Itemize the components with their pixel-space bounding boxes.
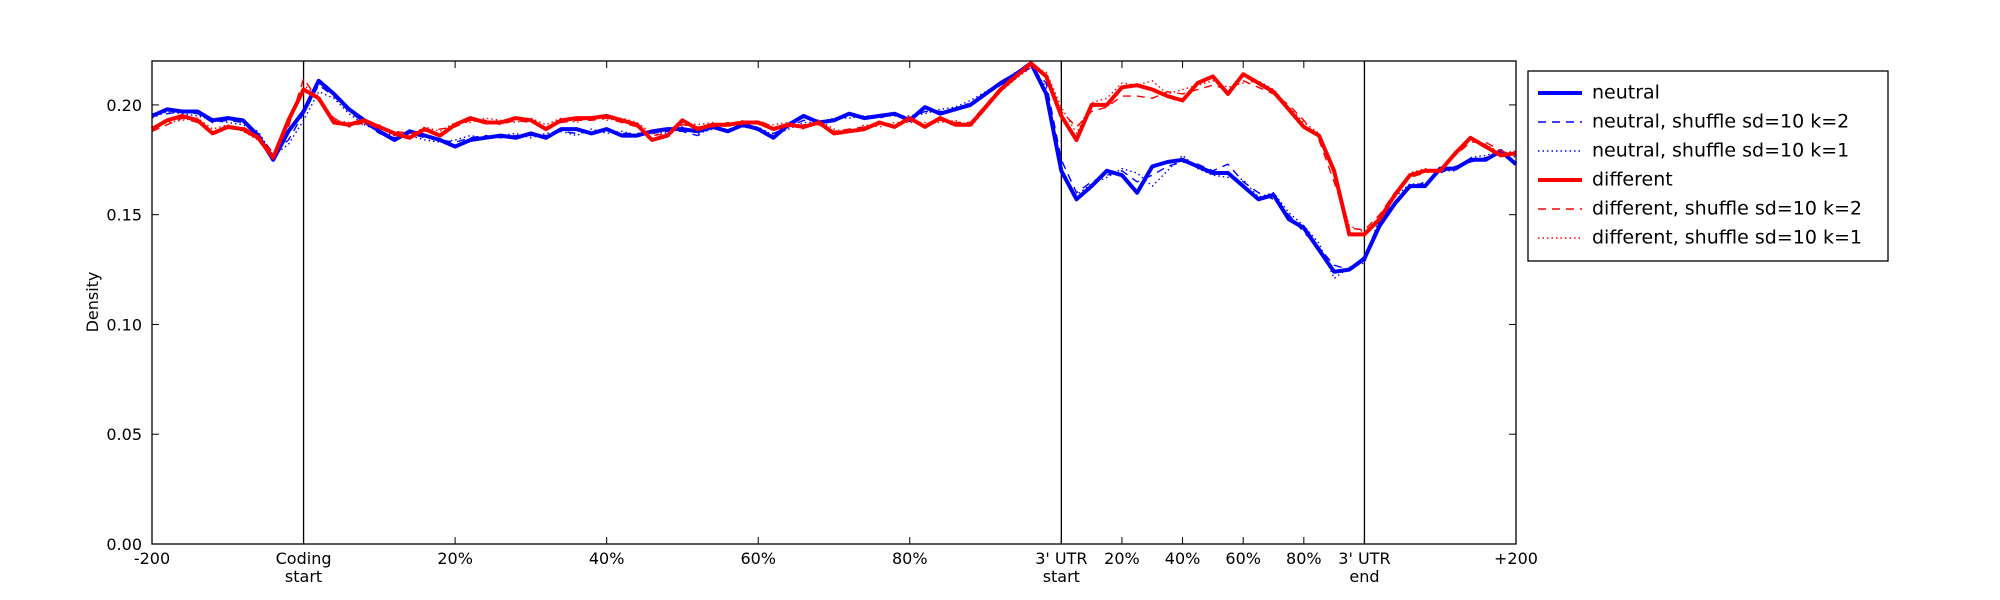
legend-label: different xyxy=(1592,169,1673,191)
x-tick-label: 80% xyxy=(892,549,928,568)
series-line xyxy=(151,64,1517,231)
y-tick-label: 0.20 xyxy=(106,96,142,115)
series-line xyxy=(152,66,1517,271)
y-tick-label: 0.10 xyxy=(106,315,142,334)
y-axis-label: Density xyxy=(83,272,102,333)
x-tick-label: 40% xyxy=(1165,549,1201,568)
legend-label: neutral xyxy=(1592,82,1660,104)
legend-label: neutral, shuffle sd=10 k=2 xyxy=(1592,111,1849,133)
legend-label: neutral, shuffle sd=10 k=1 xyxy=(1592,140,1849,162)
x-tick-label: 60% xyxy=(740,549,776,568)
x-tick-label: 80% xyxy=(1286,549,1322,568)
x-tick-label: 3' UTR start xyxy=(1035,549,1087,586)
x-tick-label: 20% xyxy=(1104,549,1140,568)
series-line xyxy=(151,66,1517,233)
x-tick-label: 60% xyxy=(1225,549,1261,568)
series-line xyxy=(151,61,1518,274)
legend-box xyxy=(1527,70,1889,262)
x-tick-label: Coding start xyxy=(276,549,332,586)
x-tick-label: -200 xyxy=(134,549,170,568)
x-tick-label: 40% xyxy=(589,549,625,568)
x-tick-label: 3' UTR end xyxy=(1338,549,1390,586)
x-tick-label: +200 xyxy=(1494,549,1538,568)
legend-label: different, shuffle sd=10 k=1 xyxy=(1592,227,1862,249)
series-line xyxy=(151,64,1517,280)
series-line xyxy=(150,61,1517,237)
x-tick-label: 20% xyxy=(437,549,473,568)
y-tick-label: 0.00 xyxy=(106,535,142,554)
y-tick-label: 0.05 xyxy=(106,425,142,444)
plot-frame xyxy=(151,60,1517,545)
y-tick-label: 0.15 xyxy=(106,206,142,225)
legend-label: different, shuffle sd=10 k=2 xyxy=(1592,198,1862,220)
